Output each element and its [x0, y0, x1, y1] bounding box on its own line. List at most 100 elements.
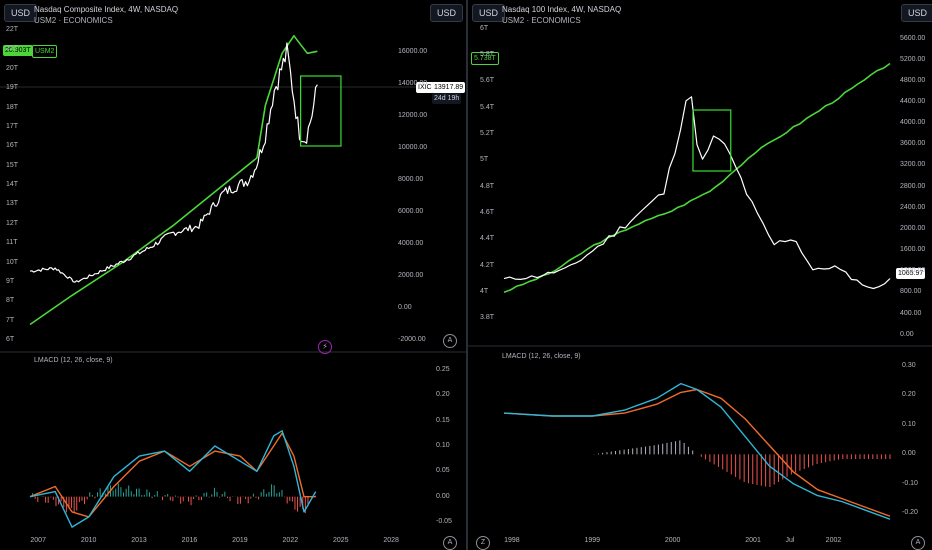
right-m2-legend: USM2 · ECONOMICS: [502, 16, 581, 25]
right-price-axis-tick: 5600.00: [900, 34, 926, 42]
left-m2-axis-tick: 9T: [6, 277, 15, 285]
left-lmacd-axis-tick: 0.15: [436, 416, 450, 424]
right-x-axis-tick: 1998: [504, 537, 520, 544]
left-price-countdown: 24d 19h: [432, 93, 462, 104]
right-price-value-tag: 1065.97: [896, 268, 926, 279]
right-auto-scale-button[interactable]: A: [911, 536, 925, 550]
left-x-axis-tick: 2013: [131, 537, 147, 544]
right-lmacd-axis-tick: -0.20: [902, 509, 918, 517]
right-lmacd-axis-tick: 0.00: [902, 450, 916, 458]
left-chart-canvas[interactable]: [0, 0, 466, 550]
right-x-axis-tick: 2001: [745, 537, 761, 544]
left-m2-legend: USM2 · ECONOMICS: [34, 16, 113, 25]
left-price-axis-tick: 8000.00: [398, 176, 424, 183]
right-price-axis-tick: 4400.00: [900, 98, 926, 106]
left-price-symbol-tag: IXIC: [416, 82, 434, 93]
left-x-axis-tick: 2025: [332, 537, 349, 544]
right-chart-canvas[interactable]: [468, 0, 932, 550]
right-lmacd-macd-line: [503, 382, 891, 520]
left-m2-axis-tick: 16T: [6, 142, 19, 150]
left-x-axis-tick: 2022: [282, 537, 299, 544]
right-m2-axis-tick: 5.6T: [480, 77, 495, 85]
right-m2-axis-tick: 4.2T: [480, 261, 495, 269]
right-price-axis-tick: 3600.00: [900, 140, 926, 148]
right-price-axis-tick: 2400.00: [900, 203, 926, 211]
right-price-axis-tick: 5200.00: [900, 55, 926, 63]
left-price-line-series: [29, 42, 318, 283]
right-lmacd-axis-tick: 0.10: [902, 420, 916, 428]
left-m2-axis-tick: 10T: [6, 258, 19, 266]
right-chart-title: Nasdaq 100 Index, 4W, NASDAQ: [502, 5, 622, 14]
left-lmacd-auto-scale-button[interactable]: A: [443, 536, 457, 550]
right-m2-axis-tick: 4.8T: [480, 182, 495, 190]
right-m2-axis-tick: 4T: [480, 288, 489, 296]
right-m2-axis-tick: 5.8T: [480, 50, 495, 58]
left-chart-panel: USD USD Nasdaq Composite Index, 4W, NASD…: [0, 0, 466, 550]
right-price-line-series: [503, 96, 891, 290]
left-m2-axis-tick: 8T: [6, 297, 15, 305]
left-m2-axis-tick: 20T: [6, 64, 19, 72]
right-lmacd-signal-line: [503, 388, 891, 517]
right-x-axis-tick: 1999: [584, 537, 601, 544]
right-lmacd-axis-tick: -0.10: [902, 479, 918, 487]
left-x-axis-tick: 2016: [181, 537, 198, 544]
left-currency-button-right[interactable]: USD: [430, 4, 464, 22]
left-lmacd-axis-tick: 0.00: [436, 492, 450, 500]
right-price-axis-tick: 4000.00: [900, 119, 926, 127]
left-lmacd-axis-tick: 0.10: [436, 442, 450, 449]
right-x-axis-tick: Jul: [785, 537, 795, 544]
right-chart-panel: USD USD Nasdaq 100 Index, 4W, NASDAQ USM…: [468, 0, 932, 550]
right-m2-axis-tick: 6T: [480, 24, 489, 32]
left-lmacd-label: LMACD (12, 26, close, 9): [34, 357, 113, 364]
left-m2-axis-tick: 6T: [6, 336, 15, 343]
right-zoom-button[interactable]: Z: [476, 536, 490, 550]
right-m2-axis-tick: 4.4T: [480, 235, 495, 243]
right-price-axis-tick: 2800.00: [900, 182, 926, 190]
left-m2-axis-tick: 22T: [6, 26, 19, 33]
right-lmacd-axis-tick: 0.30: [902, 361, 916, 369]
right-m2-line: [503, 62, 891, 294]
right-highlight-box: [692, 109, 732, 172]
left-m2-axis-tick: 17T: [6, 122, 19, 130]
left-lmacd-axis-tick: 0.05: [436, 467, 450, 475]
left-x-axis-tick: 2028: [383, 537, 399, 544]
left-m2-axis-tick: 15T: [6, 161, 19, 169]
right-x-axis-tick: 2002: [825, 537, 842, 544]
right-x-axis-tick: 2000: [664, 537, 681, 544]
left-lmacd-signal-line: [29, 432, 316, 518]
right-m2-axis-tick: 3.8T: [480, 314, 495, 322]
left-price-axis-tick: 4000.00: [398, 240, 424, 247]
right-lmacd-axis-tick: 0.20: [902, 391, 916, 399]
left-x-axis-tick: 2007: [30, 537, 46, 544]
left-price-axis-tick: 12000.00: [398, 112, 428, 119]
right-price-axis-tick: 400.00: [900, 309, 922, 317]
left-price-axis-tick: 10000.00: [398, 144, 428, 151]
right-price-axis-tick: 2000.00: [900, 224, 926, 232]
left-m2-value-tag: 20.903T: [3, 45, 33, 56]
right-price-axis-tick: 1600.00: [900, 246, 926, 254]
left-m2-axis-tick: 18T: [6, 103, 19, 111]
left-price-axis-tick: -2000.00: [398, 336, 426, 343]
left-currency-button-left[interactable]: USD: [4, 4, 38, 22]
left-highlight-box: [300, 75, 342, 147]
left-m2-axis-tick: 21T: [6, 45, 19, 53]
left-x-axis-tick: 2019: [232, 537, 248, 544]
lightning-icon[interactable]: ⚡: [318, 340, 332, 354]
right-m2-axis-tick: 5T: [480, 156, 489, 164]
right-price-axis-tick: 800.00: [900, 288, 922, 296]
left-m2-axis-tick: 14T: [6, 181, 19, 188]
right-price-axis-tick: 0.00: [900, 330, 914, 338]
left-price-axis-tick: 0.00: [398, 304, 412, 311]
left-m2-axis-tick: 13T: [6, 200, 19, 208]
left-m2-axis-tick: 12T: [6, 219, 19, 227]
panel-divider[interactable]: [466, 0, 468, 550]
left-price-axis-tick: 16000.00: [398, 48, 428, 55]
left-m2-axis-tick: 19T: [6, 84, 19, 92]
right-price-axis-tick: 1200.00: [900, 267, 926, 275]
right-currency-button-left[interactable]: USD: [472, 4, 506, 22]
left-m2-axis-tick: 11T: [6, 239, 18, 247]
right-currency-button-right[interactable]: USD: [901, 4, 932, 22]
left-auto-scale-button[interactable]: A: [443, 334, 457, 348]
right-price-axis-tick: 4800.00: [900, 76, 926, 84]
left-x-axis-tick: 2010: [80, 537, 97, 544]
